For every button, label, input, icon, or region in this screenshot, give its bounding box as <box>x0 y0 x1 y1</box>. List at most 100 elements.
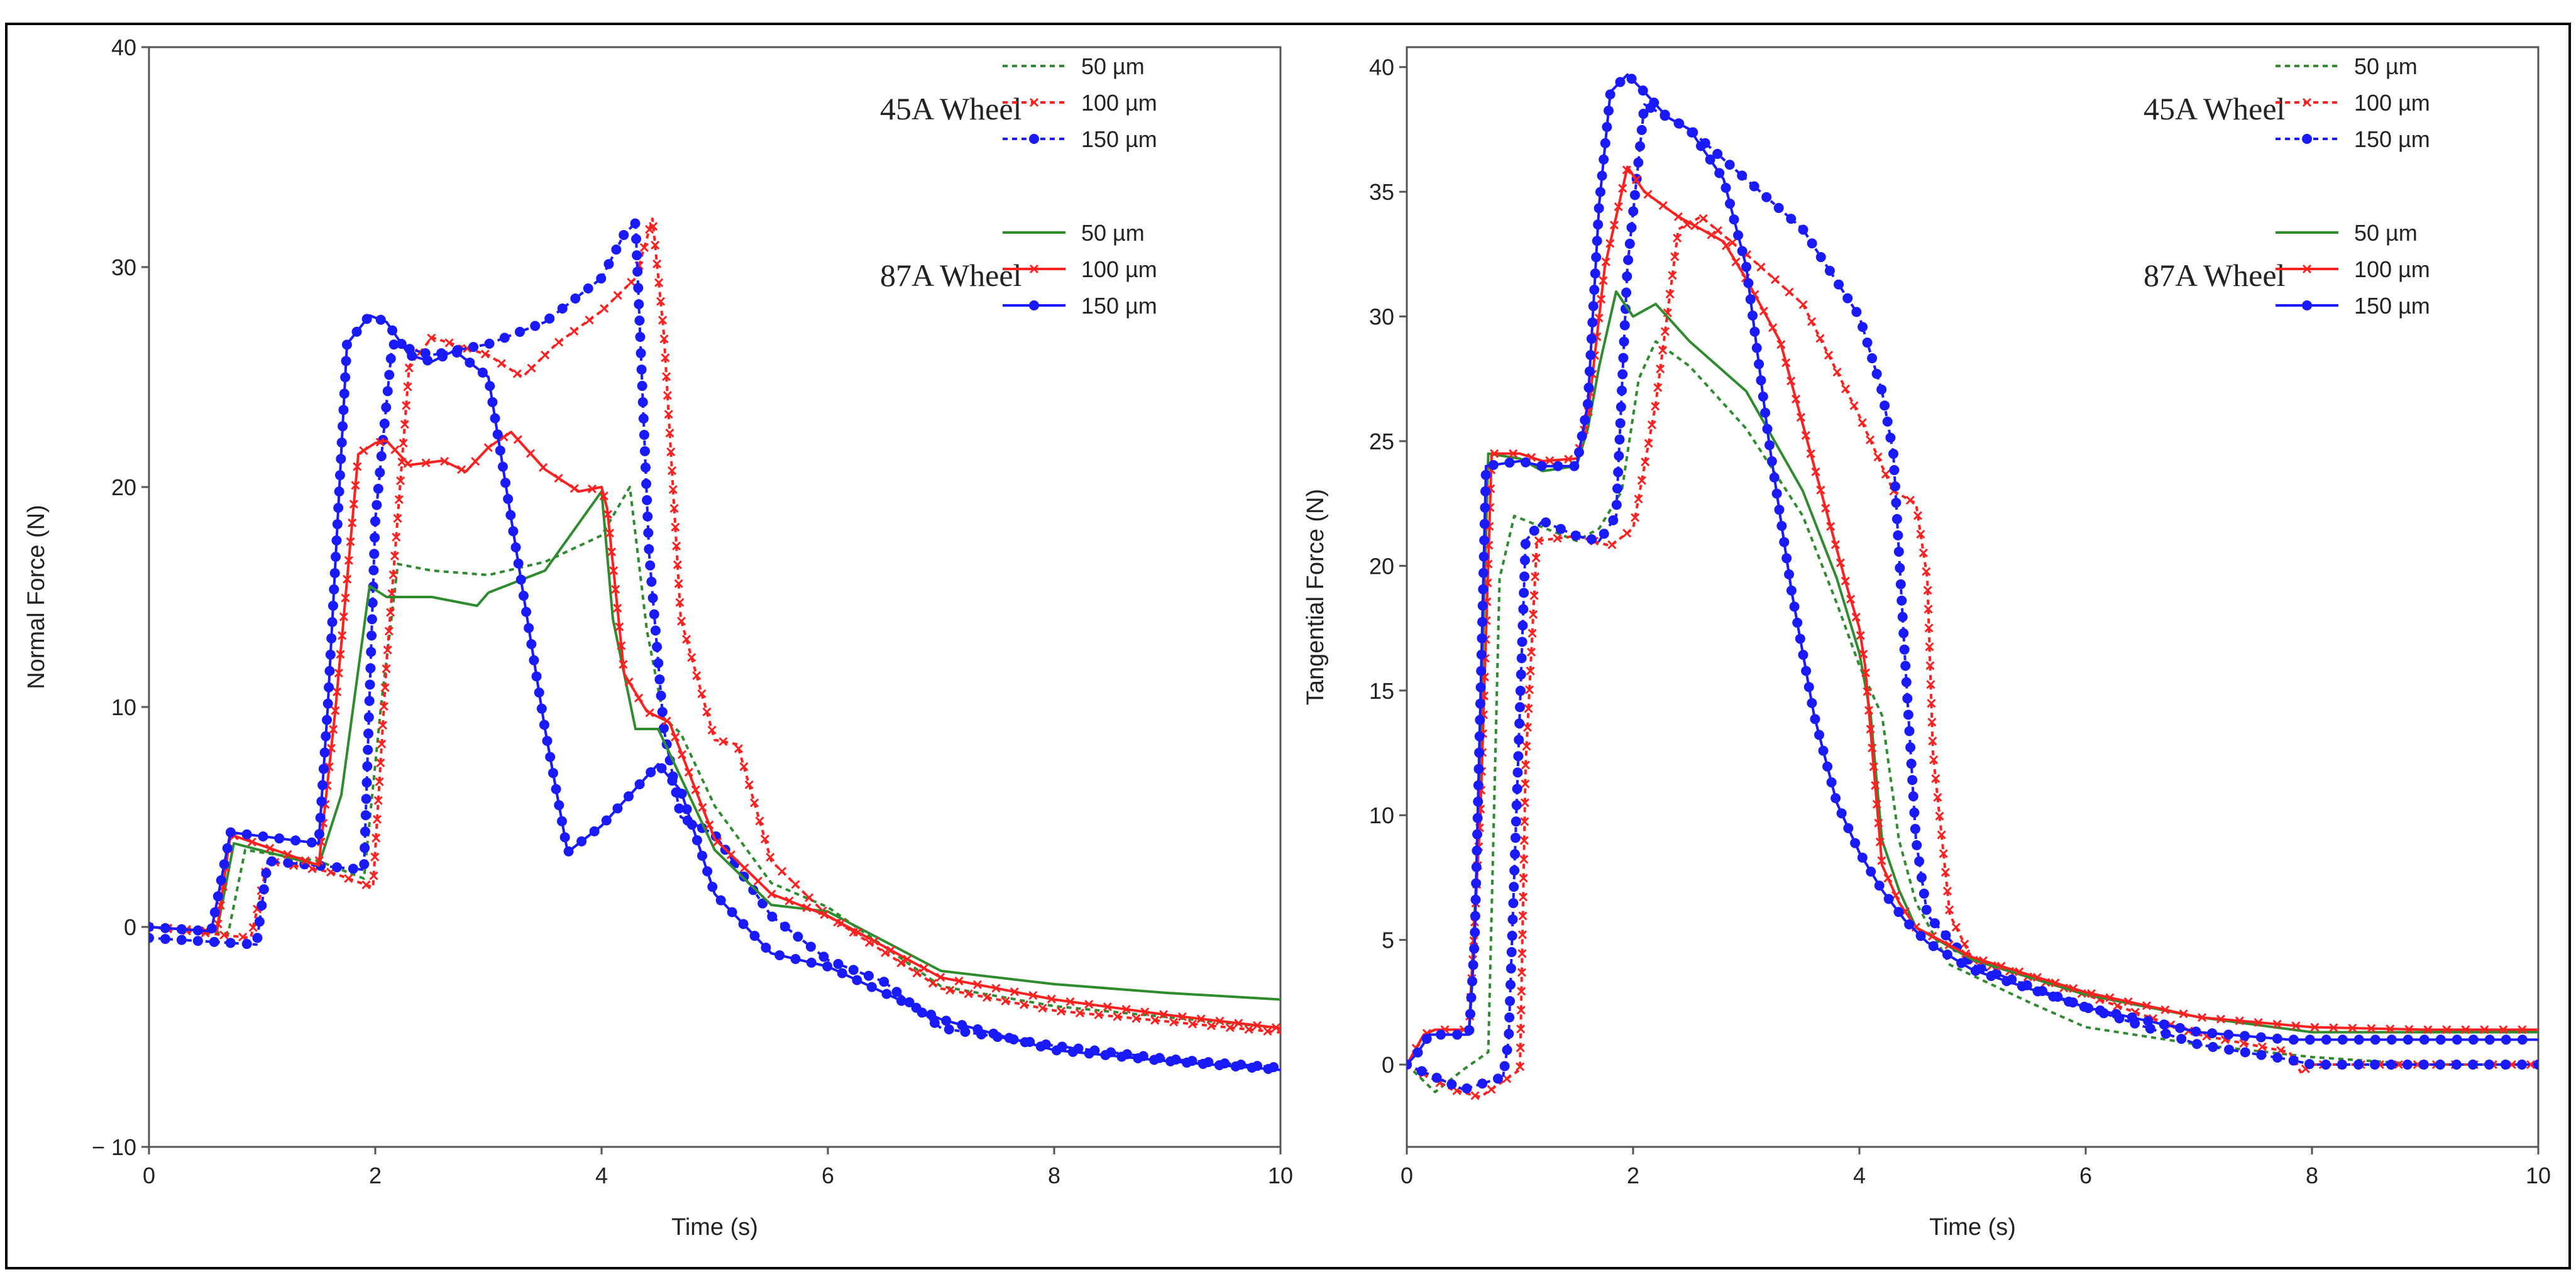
series-marker <box>341 356 351 366</box>
series-marker <box>650 625 661 636</box>
series-marker <box>370 516 380 527</box>
series-marker <box>1511 800 1522 811</box>
series-marker <box>624 791 634 802</box>
series-marker <box>676 616 686 626</box>
series-marker <box>331 535 342 546</box>
series-marker <box>2337 1060 2347 1070</box>
series-marker <box>1592 236 1602 246</box>
series-marker <box>1467 976 1478 987</box>
series-marker <box>1472 813 1483 823</box>
series-marker <box>1471 878 1482 889</box>
series-marker <box>919 963 928 973</box>
series-marker <box>2353 1060 2364 1070</box>
series-marker <box>1478 551 1489 562</box>
series-marker <box>652 259 662 268</box>
series-marker <box>554 337 564 347</box>
y-axis-label: Tangential Force (N) <box>1302 489 1329 705</box>
series-marker <box>659 334 669 344</box>
series-marker <box>556 816 567 826</box>
series-marker <box>766 852 775 862</box>
series-marker <box>1619 320 1630 331</box>
series-marker <box>306 837 317 848</box>
series-marker <box>1713 226 1722 235</box>
series-marker <box>1477 600 1488 611</box>
series-marker <box>632 266 643 277</box>
legend-label: 150 µm <box>1081 126 1157 152</box>
series-marker <box>1582 398 1593 409</box>
series-marker <box>283 857 294 868</box>
series-marker <box>360 810 371 821</box>
series-marker <box>503 493 514 504</box>
series-marker <box>658 315 668 325</box>
series-marker <box>1452 1029 1463 1040</box>
series-marker <box>1593 219 1604 230</box>
series-marker <box>665 429 674 438</box>
series-marker <box>1169 1017 1179 1027</box>
series-marker <box>338 421 348 432</box>
series-marker <box>1915 931 1926 941</box>
series-marker <box>646 576 657 587</box>
series-marker <box>2048 991 2059 1002</box>
series-marker <box>209 936 219 947</box>
y-tick-label: 0 <box>1382 1052 1394 1078</box>
series-marker <box>241 939 252 950</box>
series-marker <box>1670 252 1680 261</box>
series-marker <box>649 222 658 231</box>
series-marker <box>886 945 896 955</box>
series-marker <box>1756 375 1766 386</box>
y-tick-label: 25 <box>1369 429 1394 454</box>
series-marker <box>1502 1044 1512 1055</box>
series-marker <box>499 332 510 343</box>
series-marker <box>1658 346 1668 355</box>
series-marker <box>1814 730 1825 740</box>
legend-entry: 100 µm <box>2276 256 2430 282</box>
series-marker <box>176 924 187 934</box>
series-marker <box>1473 780 1483 791</box>
series-marker <box>2127 1012 2137 1023</box>
series-marker <box>822 961 833 972</box>
series-marker <box>646 767 656 777</box>
series-marker <box>2403 1034 2413 1045</box>
series-marker <box>619 229 629 240</box>
series-marker <box>1520 798 1529 808</box>
series-marker <box>1587 534 1597 545</box>
series-marker <box>256 900 267 911</box>
series-marker <box>972 1024 983 1034</box>
series-marker <box>645 560 656 571</box>
series-marker <box>1149 1055 1160 1065</box>
series-3 <box>149 218 1280 1073</box>
series-marker <box>1521 457 1531 468</box>
series-marker <box>869 936 879 946</box>
series-marker <box>361 777 372 788</box>
series-marker <box>1461 1083 1472 1094</box>
series-marker <box>1940 930 1951 941</box>
series-marker <box>570 484 579 493</box>
series-marker <box>1636 124 1647 135</box>
series-marker <box>388 570 398 579</box>
series-marker <box>212 891 223 902</box>
series-marker <box>1731 257 1741 266</box>
series-marker <box>1464 1025 1475 1036</box>
series-marker <box>1939 849 1948 858</box>
series-marker <box>634 299 644 310</box>
series-marker <box>636 348 646 359</box>
x-tick-label: 8 <box>1048 1163 1060 1188</box>
series-marker <box>1522 723 1533 732</box>
series-marker <box>1516 1024 1526 1034</box>
y-axis-label: Normal Force (N) <box>23 505 50 689</box>
series-marker <box>1760 407 1771 418</box>
series-marker <box>1901 677 1912 688</box>
y-tick-label: 10 <box>1369 803 1394 828</box>
series-marker <box>1904 726 1915 737</box>
series-marker <box>1518 911 1527 921</box>
series-marker <box>160 923 170 933</box>
series-marker <box>1601 257 1610 266</box>
series-marker <box>603 259 614 270</box>
series-marker <box>1912 840 1922 850</box>
series-marker <box>1588 301 1599 312</box>
series-marker <box>2500 1060 2511 1070</box>
series-marker <box>1815 334 1825 343</box>
series-marker <box>1745 294 1756 305</box>
legend-entry: 150 µm <box>1003 126 1157 152</box>
y-tick-label: 40 <box>1369 55 1394 80</box>
